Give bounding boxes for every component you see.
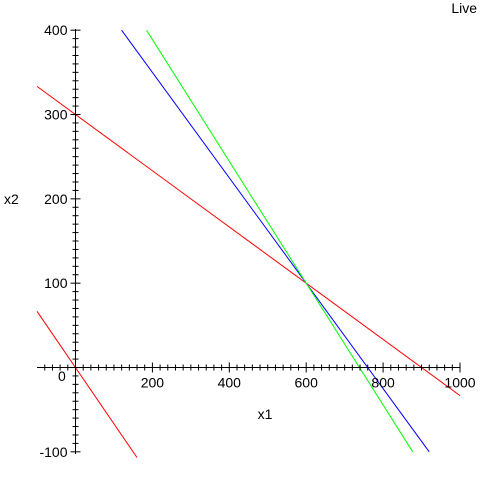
live-status-label: Live [451,0,477,16]
series-layer [36,29,461,458]
y-tick-label: 200 [44,191,68,207]
y-axis-title: x2 [4,191,19,207]
series-line-1 [36,85,461,397]
tick-labels: 200 400 600 800 1000 -100 100 200 300 400 [39,22,475,460]
x-tick-label: 600 [295,375,319,391]
y-tick-label: 300 [44,107,68,123]
y-tick-label: 100 [44,275,68,291]
y-tick-label: 400 [44,22,68,38]
x-tick-label: 1000 [444,375,475,391]
x-tick-label: 400 [218,375,242,391]
ticks [44,29,461,453]
series-line-2 [121,29,430,453]
series-line-3 [146,29,414,453]
origin-label: 0 [58,368,66,384]
x-tick-label: 800 [371,375,395,391]
x-tick-label: 200 [141,375,165,391]
series-line-4 [36,311,138,458]
y-tick-label: -100 [39,444,67,460]
x-axis-title: x1 [258,406,273,422]
